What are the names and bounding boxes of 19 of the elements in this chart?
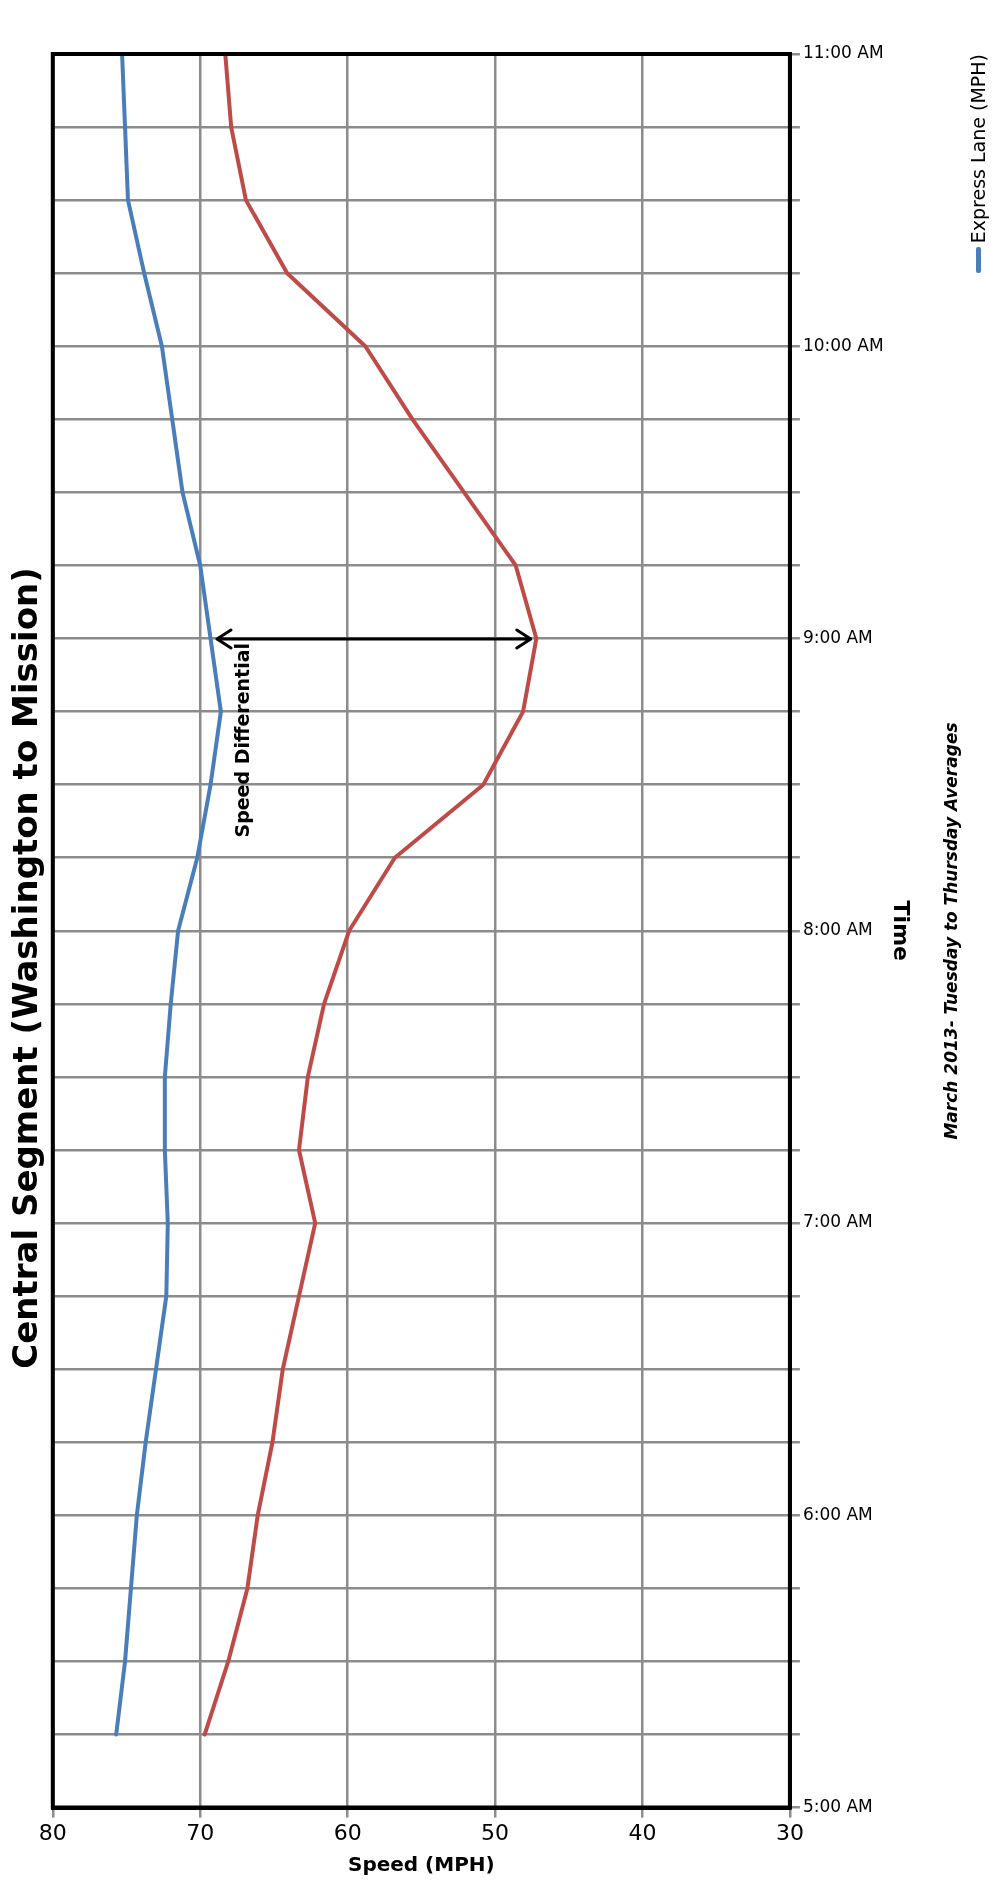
text: Express Lane (MPH)	[967, 54, 989, 244]
y-tick-label: 5:00 AM	[802, 1796, 873, 1817]
y-tick-label: 8:00 AM	[802, 919, 873, 940]
x-tick-label: 70	[186, 1819, 215, 1845]
y-tick-label: 6:00 AM	[802, 1503, 873, 1524]
x-tick-label: 40	[628, 1819, 657, 1845]
x-axis-title: Speed (MPH)	[347, 1852, 495, 1877]
y-tick-label: 10:00 AM	[802, 334, 884, 355]
text: March 2013- Tuesday to Thursday Averages	[941, 722, 961, 1140]
text: Central Segment (Washington to Mission)	[5, 567, 46, 1369]
x-tick-label: 80	[38, 1819, 67, 1845]
y-tick-label: 11:00 AM	[802, 42, 884, 63]
y-tick-label: 9:00 AM	[802, 626, 873, 647]
x-tick-label: 60	[333, 1819, 362, 1845]
x-tick-label: 50	[481, 1819, 510, 1845]
y-tick-label: 7:00 AM	[802, 1211, 873, 1232]
annotation: Speed Differential	[230, 642, 253, 838]
x-tick-label: 30	[775, 1819, 804, 1845]
y-axis-title: Time	[889, 900, 915, 961]
